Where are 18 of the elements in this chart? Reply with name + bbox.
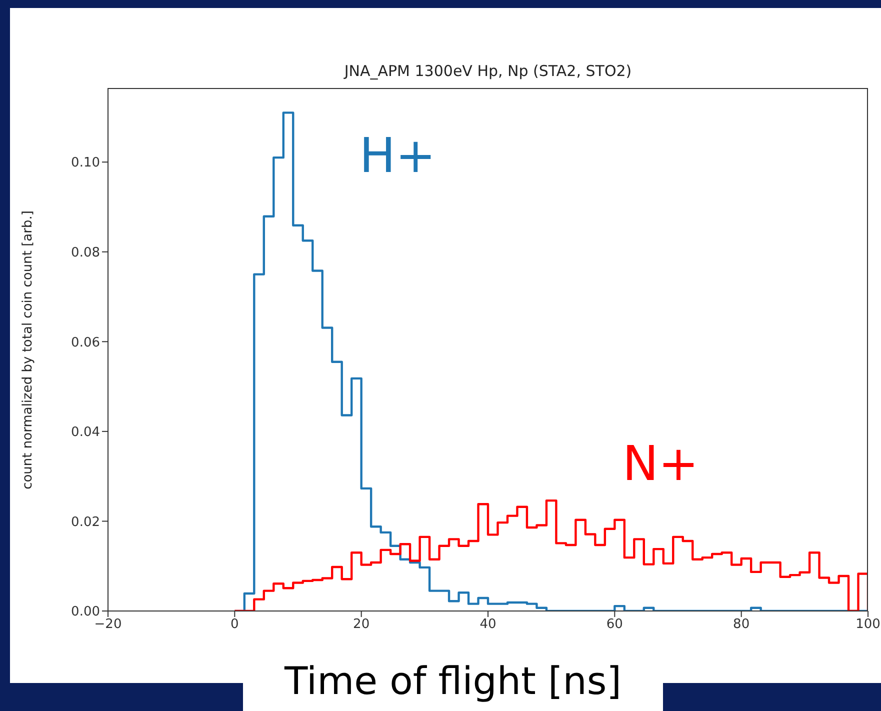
x-tick-label: 20 (353, 617, 370, 632)
series-label: H+ (359, 126, 436, 186)
y-tick-label: 0.04 (71, 425, 100, 440)
series-label: N+ (622, 434, 699, 494)
x-tick-label: 80 (733, 617, 750, 632)
x-tick-label: 100 (856, 617, 880, 632)
x-axis-title: Time of flight [ns] (243, 652, 663, 711)
y-tick-label: 0.06 (71, 335, 100, 350)
x-tick-label: 0 (230, 617, 239, 632)
chart-title: JNA_APM 1300eV Hp, Np (STA2, STO2) (342, 62, 633, 80)
x-tick-label: −20 (94, 617, 122, 632)
x-tick-label: 60 (606, 617, 623, 632)
y-axis-title: count normalized by total coin count [arb.] (20, 210, 36, 489)
y-tick-label: 0.00 (71, 604, 100, 620)
y-tick-label: 0.08 (71, 245, 100, 260)
x-tick-label: 40 (480, 617, 496, 632)
y-tick-label: 0.10 (71, 156, 100, 171)
y-tick-label: 0.02 (71, 514, 100, 530)
